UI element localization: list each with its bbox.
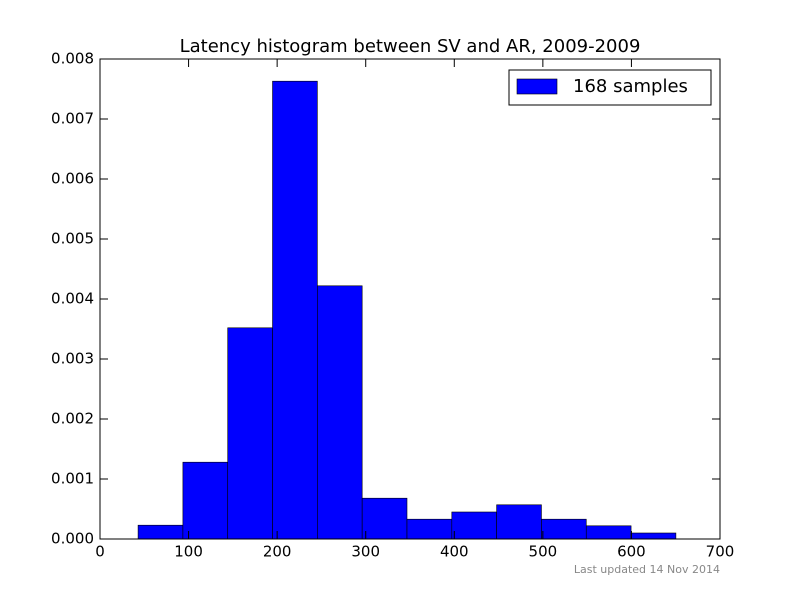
bar [496, 504, 542, 540]
bar [227, 327, 273, 540]
y-tick-label: 0.006 [51, 170, 94, 188]
y-tick-label: 0.001 [51, 470, 94, 488]
x-tick-label: 200 [263, 543, 292, 561]
footnote: Last updated 14 Nov 2014 [574, 563, 720, 576]
bar [585, 525, 632, 540]
legend-swatch [516, 78, 558, 95]
x-tick-label: 700 [706, 543, 735, 561]
bar [451, 511, 497, 540]
x-tick-label: 400 [440, 543, 469, 561]
x-tick-label: 0 [95, 543, 105, 561]
y-tick-label: 0.007 [51, 110, 94, 128]
bar [317, 285, 363, 540]
plot-frame [99, 58, 721, 540]
bar [361, 497, 408, 540]
legend-label: 168 samples [573, 76, 688, 97]
x-tick-label: 300 [351, 543, 380, 561]
x-tick-label: 500 [529, 543, 558, 561]
y-tick-label: 0.000 [51, 530, 94, 548]
y-tick-label: 0.004 [51, 290, 94, 308]
bar [541, 518, 587, 540]
bar [406, 518, 453, 540]
y-tick-label: 0.003 [51, 350, 94, 368]
x-tick-label: 100 [174, 543, 203, 561]
y-tick-label: 0.002 [51, 410, 94, 428]
y-tick-label: 0.005 [51, 230, 94, 248]
bar [137, 524, 184, 540]
bar [182, 461, 229, 540]
bar [272, 80, 318, 540]
bar [630, 532, 677, 540]
chart-title: Latency histogram between SV and AR, 200… [180, 36, 641, 57]
y-tick-label: 0.008 [51, 50, 94, 68]
x-tick-label: 600 [617, 543, 646, 561]
